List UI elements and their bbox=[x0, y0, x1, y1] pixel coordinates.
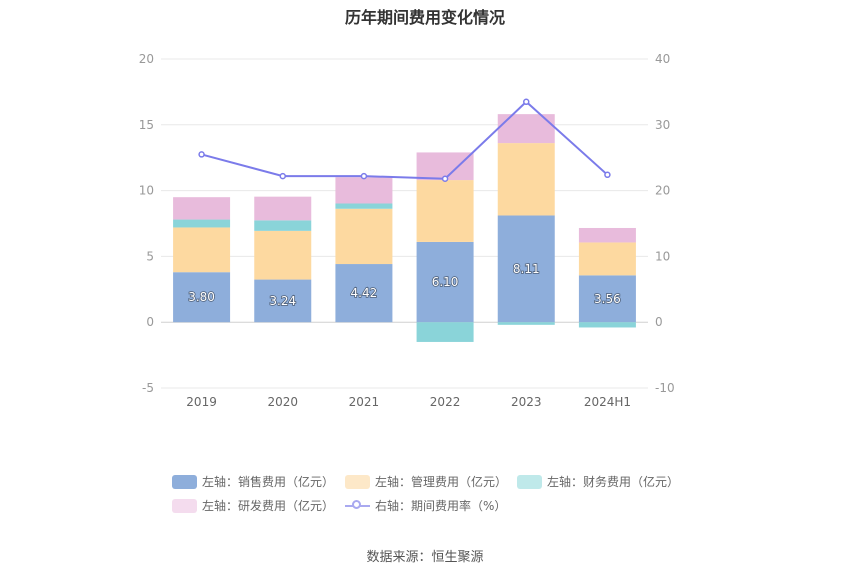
chart-title: 历年期间费用变化情况 bbox=[344, 8, 505, 27]
line-series bbox=[201, 100, 609, 180]
legend-label-admin: 左轴：管理费用（亿元） bbox=[375, 475, 508, 489]
legend-label-finance: 左轴：财务费用（亿元） bbox=[547, 475, 680, 489]
bar-segment bbox=[335, 177, 393, 204]
legend-swatch-sales bbox=[172, 474, 197, 489]
bar-segment bbox=[254, 220, 312, 231]
left-axis-tick-label: 15 bbox=[139, 118, 154, 132]
x-axis-tick-label: 2020 bbox=[267, 395, 298, 409]
left-axis-tick-label: 0 bbox=[146, 315, 154, 329]
bar-segment bbox=[578, 227, 636, 243]
bar-segment bbox=[254, 230, 312, 280]
legend-label-sales: 左轴：销售费用（亿元） bbox=[202, 475, 335, 489]
right-axis-tick-label: 30 bbox=[655, 118, 670, 132]
x-axis-tick-label: 2021 bbox=[349, 395, 380, 409]
bar-data-label: 3.80 bbox=[188, 290, 215, 304]
line-point bbox=[523, 98, 530, 106]
legend-item-sales[interactable]: 左轴：销售费用（亿元） bbox=[172, 473, 334, 490]
right-axis-tick-label: 20 bbox=[655, 184, 670, 198]
bar-segment bbox=[335, 208, 393, 265]
legend-swatch-admin bbox=[345, 474, 370, 489]
bar-segment bbox=[497, 143, 555, 216]
bar-data-label: 6.10 bbox=[432, 275, 459, 289]
legend-item-rnd[interactable]: 左轴：研发费用（亿元） bbox=[172, 497, 334, 514]
legend-swatch-rnd bbox=[172, 498, 197, 513]
line-point bbox=[604, 171, 611, 179]
bar-data-label: 8.11 bbox=[513, 262, 540, 276]
bar-data-label: 3.24 bbox=[269, 294, 296, 308]
data-source: 数据来源：恒生聚源 bbox=[366, 550, 484, 565]
legend-swatch-expense-ratio bbox=[345, 499, 370, 513]
line-point bbox=[441, 175, 449, 183]
bar-segment bbox=[254, 196, 312, 221]
bar-segment bbox=[416, 180, 474, 242]
bar-segment bbox=[578, 242, 636, 276]
bar-segment bbox=[578, 322, 636, 328]
bar-segment bbox=[335, 264, 393, 323]
legend-item-admin[interactable]: 左轴：管理费用（亿元） bbox=[345, 473, 507, 490]
bar-segment bbox=[254, 279, 312, 323]
bar-segment bbox=[173, 219, 231, 228]
bar-segment bbox=[173, 197, 231, 220]
bar-segment bbox=[416, 152, 474, 181]
legend-label-expense-ratio: 右轴：期间费用率（%） bbox=[375, 499, 507, 513]
bar-segment bbox=[416, 241, 474, 323]
right-axis-tick-label: 40 bbox=[655, 52, 670, 66]
bar-data-label: 3.56 bbox=[594, 292, 621, 306]
bar-segment bbox=[335, 203, 393, 209]
bar-data-label: 4.42 bbox=[351, 286, 378, 300]
bar-segment bbox=[173, 227, 231, 273]
right-axis-tick-label: 0 bbox=[655, 315, 663, 329]
legend-item-expense-ratio[interactable]: 右轴：期间费用率（%） bbox=[345, 497, 506, 514]
line-point bbox=[360, 172, 368, 180]
legend-swatch-finance bbox=[517, 474, 542, 489]
bar-segment bbox=[416, 322, 474, 342]
legend-item-finance[interactable]: 左轴：财务费用（亿元） bbox=[517, 473, 679, 490]
x-axis-tick-label: 2019 bbox=[186, 395, 217, 409]
right-axis-tick-label: 10 bbox=[655, 249, 670, 263]
line-point bbox=[198, 151, 205, 158]
x-axis-tick-label: 2023 bbox=[511, 395, 542, 409]
line-point bbox=[279, 172, 286, 180]
left-axis-tick-label: 5 bbox=[146, 249, 154, 263]
bar-segment bbox=[497, 322, 555, 325]
bar-segment bbox=[173, 272, 231, 323]
right-axis-tick-label: -10 bbox=[655, 381, 675, 395]
bar-segment bbox=[497, 215, 555, 323]
bar-segment bbox=[578, 275, 636, 323]
left-axis-tick-label: 20 bbox=[139, 52, 154, 66]
left-axis-tick-label: -5 bbox=[142, 381, 154, 395]
legend-label-rnd: 左轴：研发费用（亿元） bbox=[202, 499, 335, 513]
x-axis-tick-label: 2022 bbox=[430, 395, 461, 409]
x-axis-tick-label: 2024H1 bbox=[584, 395, 631, 409]
left-axis-tick-label: 10 bbox=[139, 184, 154, 198]
